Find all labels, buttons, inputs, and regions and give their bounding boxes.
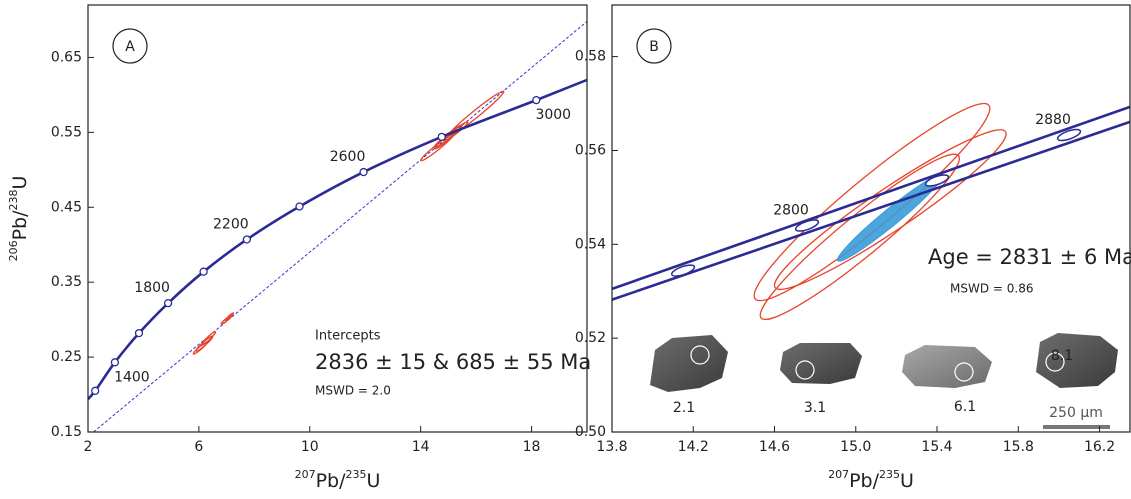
spot xyxy=(690,345,710,365)
label-part: Pb/ xyxy=(316,470,347,492)
label-part: 238 xyxy=(7,190,20,211)
zircon xyxy=(780,343,862,384)
error-ellipse xyxy=(759,153,961,321)
panel-label: A xyxy=(125,39,135,55)
age-marker xyxy=(91,386,100,395)
concordia-curve xyxy=(612,120,1130,301)
x-tick-label: 16.2 xyxy=(1084,439,1115,455)
zircon xyxy=(902,345,992,388)
annotation: MSWD = 0.86 xyxy=(950,282,1033,296)
y-tick-label: 0.56 xyxy=(575,142,606,158)
label-part: 207 xyxy=(295,468,316,481)
age-marker xyxy=(295,202,304,211)
label-part: U xyxy=(900,470,914,492)
age-marker xyxy=(670,264,696,277)
y-tick-label: 0.35 xyxy=(51,274,82,290)
grain-label: 3.1 xyxy=(804,400,826,416)
error-ellipse xyxy=(447,90,505,137)
panel-badge xyxy=(112,28,148,64)
y-axis-label: 206Pb/238U xyxy=(7,176,31,262)
age-marker xyxy=(437,132,446,141)
age-label: 1800 xyxy=(134,280,170,296)
concordia-curve xyxy=(612,105,1130,291)
x-tick-label: 15.0 xyxy=(840,439,871,455)
y-tick-label: 0.54 xyxy=(575,236,606,252)
x-axis-label: 207Pb/235U xyxy=(828,468,914,492)
label-part: 235 xyxy=(879,468,900,481)
age-marker xyxy=(1056,128,1082,142)
spot xyxy=(1045,352,1065,372)
x-tick-label: 2 xyxy=(84,439,93,455)
label-part: Pb/ xyxy=(9,210,31,241)
x-tick-label: 14 xyxy=(412,439,430,455)
zircon xyxy=(1036,333,1118,388)
zircon-images xyxy=(650,333,1118,429)
label-part: Pb/ xyxy=(849,470,880,492)
label-part: U xyxy=(367,470,381,492)
annotation: Intercepts xyxy=(315,329,381,344)
age-label: 2800 xyxy=(773,203,809,219)
grain-label: 2.1 xyxy=(673,400,695,416)
x-tick-label: 15.8 xyxy=(1003,439,1034,455)
scale-bar-label: 250 µm xyxy=(1049,405,1103,421)
discordia-line xyxy=(93,21,587,432)
plot-area xyxy=(612,102,1130,321)
age-marker xyxy=(924,174,950,187)
error-ellipse xyxy=(773,129,1007,291)
x-tick-label: 13.8 xyxy=(596,439,627,455)
age-label: 2600 xyxy=(330,149,366,165)
x-tick-label: 14.6 xyxy=(759,439,790,455)
age-marker xyxy=(359,167,368,177)
label-part: 206 xyxy=(7,240,20,261)
y-tick-label: 0.55 xyxy=(51,124,82,140)
age-label: 3000 xyxy=(535,107,571,123)
zircon xyxy=(650,335,728,392)
annotation: Age = 2831 ± 6 Ma xyxy=(928,245,1131,269)
annotation: 2836 ± 15 & 685 ± 55 Ma xyxy=(315,350,591,374)
grain-label: 8.1 xyxy=(1051,348,1073,364)
error-ellipse xyxy=(201,330,217,346)
x-tick-label: 18 xyxy=(523,439,541,455)
label-part: U xyxy=(9,176,31,190)
spot xyxy=(795,360,815,380)
panel-label: B xyxy=(649,39,659,55)
age-marker xyxy=(532,95,541,105)
x-tick-label: 15.4 xyxy=(921,439,952,455)
y-tick-label: 0.50 xyxy=(575,424,606,440)
plot-frame xyxy=(87,4,588,433)
age-label: 2880 xyxy=(1035,112,1071,128)
age-marker xyxy=(794,219,820,232)
age-marker xyxy=(242,235,251,244)
panel-badge xyxy=(636,28,672,64)
y-tick-label: 0.65 xyxy=(51,49,82,65)
annotation: MSWD = 2.0 xyxy=(315,384,391,398)
age-label: 1400 xyxy=(114,369,150,385)
y-tick-label: 0.15 xyxy=(51,424,82,440)
y-tick-label: 0.52 xyxy=(575,330,606,346)
plot-frame xyxy=(611,4,1131,433)
y-tick-label: 0.25 xyxy=(51,349,82,365)
x-tick-label: 10 xyxy=(301,439,319,455)
spot xyxy=(954,362,974,382)
x-axis-label: 207Pb/235U xyxy=(295,468,381,492)
label-part: 207 xyxy=(828,468,849,481)
grain-label: 6.1 xyxy=(954,399,976,415)
y-tick-label: 0.45 xyxy=(51,199,82,215)
plot-area xyxy=(88,21,587,432)
label-part: 235 xyxy=(346,468,367,481)
error-ellipse xyxy=(224,312,235,322)
x-tick-label: 6 xyxy=(194,439,203,455)
age-marker xyxy=(110,358,120,367)
x-tick-label: 14.2 xyxy=(678,439,709,455)
age-marker xyxy=(199,267,208,276)
y-tick-label: 0.58 xyxy=(575,49,606,65)
age-label: 2200 xyxy=(213,216,249,232)
age-marker xyxy=(163,299,173,308)
age-marker xyxy=(134,328,144,338)
